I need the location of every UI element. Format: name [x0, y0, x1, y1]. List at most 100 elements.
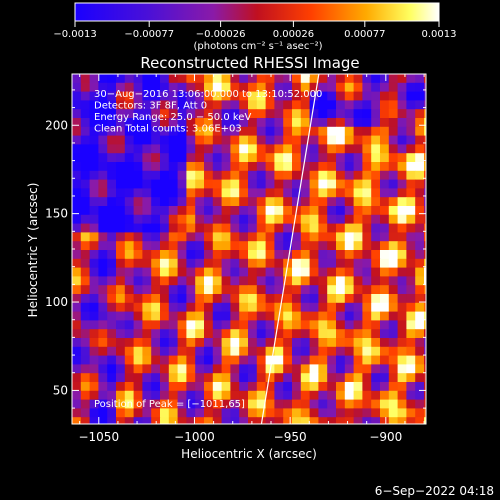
heatmap-cell: [274, 302, 284, 312]
heatmap-cell: [151, 355, 161, 365]
heatmap-cell: [230, 382, 240, 392]
heatmap-cell: [406, 311, 416, 321]
heatmap-cell: [142, 74, 152, 84]
heatmap-cell: [362, 373, 372, 383]
heatmap-cell: [151, 276, 161, 286]
heatmap-cell: [353, 179, 363, 189]
heatmap-cell: [274, 294, 284, 304]
heatmap-cell: [344, 241, 354, 251]
heatmap-cell: [283, 373, 293, 383]
heatmap-cell: [124, 188, 134, 198]
heatmap-cell: [415, 364, 425, 374]
heatmap-cell: [362, 118, 372, 128]
heatmap-cell: [274, 364, 284, 374]
heatmap-cell: [388, 214, 398, 224]
heatmap-cell: [309, 294, 319, 304]
heatmap-cell: [186, 417, 196, 424]
heatmap-cell: [133, 382, 143, 392]
heatmap-cell: [98, 118, 108, 128]
heatmap-cell: [256, 408, 266, 418]
heatmap-cell: [151, 153, 161, 163]
heatmap-cell: [239, 302, 249, 312]
heatmap-cell: [388, 346, 398, 356]
heatmap-cell: [353, 267, 363, 277]
heatmap-cell: [89, 206, 99, 216]
heatmap-cell: [406, 241, 416, 251]
heatmap-cell: [168, 276, 178, 286]
heatmap-cell: [406, 162, 416, 172]
heatmap-cell: [292, 135, 302, 145]
heatmap-cell: [142, 100, 152, 110]
heatmap-cell: [168, 188, 178, 198]
heatmap-cell: [371, 179, 381, 189]
heatmap-cell: [212, 188, 222, 198]
heatmap-cell: [397, 82, 407, 92]
heatmap-cell: [336, 118, 346, 128]
heatmap-cell: [327, 311, 337, 321]
heatmap-cell: [248, 197, 258, 207]
heatmap-cell: [327, 214, 337, 224]
heatmap-cell: [133, 179, 143, 189]
heatmap-cell: [72, 294, 82, 304]
heatmap-cell: [318, 100, 328, 110]
heatmap-cell: [116, 338, 126, 348]
heatmap-cell: [133, 276, 143, 286]
heatmap-cell: [415, 285, 425, 295]
heatmap-cell: [274, 100, 284, 110]
heatmap-cell: [415, 91, 425, 101]
heatmap-cell: [133, 329, 143, 339]
heatmap-cell: [380, 153, 390, 163]
heatmap-cell: [336, 364, 346, 374]
heatmap-cell: [124, 329, 134, 339]
heatmap-cell: [230, 399, 240, 409]
heatmap-cell: [133, 294, 143, 304]
heatmap-cell: [221, 232, 231, 242]
heatmap-cell: [415, 382, 425, 392]
heatmap-cell: [168, 267, 178, 277]
heatmap-cell: [274, 399, 284, 409]
heatmap-cell: [292, 179, 302, 189]
heatmap-cell: [371, 390, 381, 400]
heatmap-cell: [415, 417, 425, 424]
heatmap-cell: [204, 214, 214, 224]
heatmap-cell: [80, 188, 90, 198]
heatmap-cell: [186, 82, 196, 92]
heatmap-cell: [371, 302, 381, 312]
heatmap-cell: [415, 355, 425, 365]
heatmap-cell: [80, 276, 90, 286]
heatmap-cell: [362, 346, 372, 356]
heatmap-cell: [380, 346, 390, 356]
heatmap-cell: [406, 100, 416, 110]
heatmap-cell: [353, 126, 363, 136]
heatmap-cell: [168, 329, 178, 339]
heatmap-cell: [133, 74, 143, 84]
heatmap-cell: [292, 74, 302, 84]
heatmap-cell: [212, 399, 222, 409]
heatmap-cell: [151, 382, 161, 392]
heatmap-cell: [300, 206, 310, 216]
heatmap-cell: [116, 346, 126, 356]
heatmap-cell: [80, 153, 90, 163]
heatmap-cell: [371, 197, 381, 207]
heatmap-cell: [204, 223, 214, 233]
heatmap-cell: [362, 197, 372, 207]
heatmap-cell: [168, 294, 178, 304]
heatmap-cell: [309, 170, 319, 180]
heatmap-cell: [107, 329, 117, 339]
heatmap-cell: [362, 294, 372, 304]
heatmap-cell: [265, 206, 275, 216]
heatmap-cell: [336, 373, 346, 383]
heatmap-cell: [221, 144, 231, 154]
heatmap-cell: [204, 118, 214, 128]
heatmap-cell: [195, 144, 205, 154]
heatmap-cell: [362, 100, 372, 110]
heatmap-cell: [362, 74, 372, 84]
heatmap-cell: [274, 162, 284, 172]
heatmap-cell: [195, 302, 205, 312]
heatmap-cell: [151, 311, 161, 321]
heatmap-cell: [221, 302, 231, 312]
heatmap-cell: [424, 399, 426, 409]
heatmap-cell: [142, 170, 152, 180]
heatmap-cell: [195, 214, 205, 224]
heatmap-cell: [415, 276, 425, 286]
